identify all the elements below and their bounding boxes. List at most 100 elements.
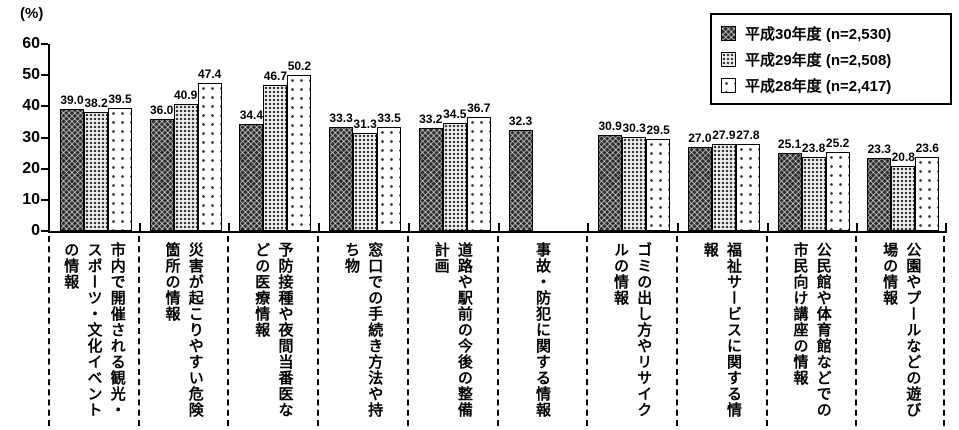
bar-series3-cat2 xyxy=(197,83,222,231)
bar-series3-cat8 xyxy=(735,144,760,231)
bar-value-label: 30.9 xyxy=(598,118,622,133)
bar-series2-cat7 xyxy=(622,136,647,231)
bar-series2-cat8 xyxy=(711,144,736,231)
category-cell: 福祉サービスに関する情報 xyxy=(675,236,766,426)
bar-series2-cat2 xyxy=(173,103,198,231)
category-boundary-tick xyxy=(676,223,679,231)
legend-label: 平成29年度 (n=2,508) xyxy=(745,51,892,69)
category-boundary-tick xyxy=(856,223,859,231)
bar-value-label: 25.1 xyxy=(777,136,802,151)
bar-value-label: 33.3 xyxy=(329,111,353,126)
legend-swatch-series2 xyxy=(721,51,736,67)
bar-series1-cat1 xyxy=(60,109,84,231)
category-cell: ゴミの出し方やリサイクルの情報 xyxy=(586,236,676,426)
bar-value-label: 36.0 xyxy=(150,102,174,117)
category-boundary-tick xyxy=(407,223,410,231)
bar-series1-cat7 xyxy=(598,134,623,231)
category-cell: 窓口での手続き方法や持ち物 xyxy=(317,236,407,426)
category-label: ゴミの出し方やリサイクルの情報 xyxy=(612,242,653,418)
category-label: 予防接種や夜間当番医などの医療情報 xyxy=(253,242,294,418)
category-cell: 事故・防犯に関する情報 xyxy=(496,236,587,426)
category-boundary-tick xyxy=(318,223,321,231)
bar-value-label: 31.3 xyxy=(353,117,377,132)
category-label: 災害が起こりやすい危険箇所の情報 xyxy=(163,242,204,418)
y-axis-tick xyxy=(41,43,48,45)
category-boundary-tick xyxy=(497,223,500,231)
bar-series1-cat10 xyxy=(867,158,892,231)
bar-value-label: 23.3 xyxy=(867,142,891,157)
bar-value-label: 32.3 xyxy=(508,114,533,129)
category-cell: 道路や駅前の今後の整備計画 xyxy=(406,236,497,426)
legend-swatch-series3 xyxy=(721,77,736,93)
bar-series3-cat4 xyxy=(377,126,402,231)
bar-series3-cat9 xyxy=(825,152,850,231)
bar-series1-cat6 xyxy=(508,130,533,231)
y-axis-tick xyxy=(41,230,48,232)
category-labels: 市内で開催される観光・スポーツ・文化イベントの情報 災害が起こりやすい危険箇所の情… xyxy=(48,236,945,426)
category-cell: 予防接種や夜間当番医などの医療情報 xyxy=(227,236,317,426)
bar-value-label: 33.5 xyxy=(377,110,401,125)
legend-label: 平成30年度 (n=2,530) xyxy=(745,25,892,43)
y-axis-tick-label: 40 xyxy=(22,97,40,115)
y-axis-tick xyxy=(41,198,48,201)
category-cell: 公園やプールなどの遊び場の情報 xyxy=(855,236,945,426)
bar-series1-cat9 xyxy=(777,152,802,231)
bar-value-label: 38.2 xyxy=(84,95,108,110)
y-axis-tick-label: 0 xyxy=(31,222,40,239)
bar-series2-cat10 xyxy=(891,166,916,231)
bar-value-label: 34.5 xyxy=(443,107,467,122)
bar-value-label: 47.4 xyxy=(198,67,222,82)
category-cell: 市内で開催される観光・スポーツ・文化イベントの情報 xyxy=(48,236,138,426)
legend-swatch-series1 xyxy=(721,25,736,41)
y-axis-tick-label: 60 xyxy=(22,35,40,52)
bar-series2-cat1 xyxy=(84,111,108,231)
bar-series3-cat1 xyxy=(108,107,132,231)
legend-item: 平成28年度 (n=2,417) xyxy=(721,72,941,98)
category-label: 公民館や体育館などでの市民向け講座の情報 xyxy=(791,242,832,418)
bar-series2-cat9 xyxy=(801,156,826,231)
category-label: 市内で開催される観光・スポーツ・文化イベントの情報 xyxy=(62,242,126,418)
bar-value-label: 27.0 xyxy=(688,130,712,145)
legend-label: 平成28年度 (n=2,417) xyxy=(745,77,892,95)
category-boundary-tick xyxy=(228,223,231,231)
bar-series1-cat5 xyxy=(418,127,443,231)
bar-value-label: 25.2 xyxy=(825,136,850,151)
category-label: 窓口での手続き方法や持ち物 xyxy=(342,242,384,418)
bar-series1-cat2 xyxy=(149,118,174,231)
bar-series1-cat8 xyxy=(687,146,712,231)
category-boundary-tick xyxy=(138,223,141,231)
category-label: 事故・防犯に関する情報 xyxy=(533,242,551,418)
bar-series3-cat5 xyxy=(466,116,491,231)
bar-series1-cat3 xyxy=(239,123,264,231)
bar-series2-cat4 xyxy=(353,133,378,231)
y-axis-tick xyxy=(41,136,48,139)
category-label: 福祉サービスに関する情報 xyxy=(701,242,742,418)
bar-value-label: 40.9 xyxy=(174,87,198,102)
bar-value-label: 50.2 xyxy=(287,58,312,73)
category-label: 公園やプールなどの遊び場の情報 xyxy=(881,242,922,418)
bar-series1-cat4 xyxy=(329,127,354,231)
category-end-separator xyxy=(943,236,945,426)
y-axis-tick-label: 30 xyxy=(22,128,40,146)
category-cell: 公民館や体育館などでの市民向け講座の情報 xyxy=(765,236,856,426)
bar-series3-cat10 xyxy=(915,157,940,231)
bar-value-label: 20.8 xyxy=(891,150,915,165)
bar-series2-cat5 xyxy=(442,123,467,231)
bar-series3-cat7 xyxy=(646,139,671,231)
legend-item: 平成30年度 (n=2,530) xyxy=(721,20,941,46)
bar-value-label: 39.5 xyxy=(108,91,132,106)
axis-end-tick xyxy=(945,223,947,231)
y-axis-tick-label: 20 xyxy=(22,159,40,177)
y-axis-tick-label: 50 xyxy=(22,66,40,84)
bar-value-label: 30.3 xyxy=(622,120,646,135)
bar-value-label: 36.7 xyxy=(467,100,491,115)
bar-series3-cat3 xyxy=(287,74,312,231)
bar-value-label: 29.5 xyxy=(646,123,670,138)
y-axis-tick xyxy=(41,105,48,108)
bar-value-label: 46.7 xyxy=(263,69,288,84)
bar-value-label: 23.8 xyxy=(801,140,826,155)
y-axis-unit-label: (%) xyxy=(20,5,44,22)
bar-value-label: 23.6 xyxy=(915,141,939,156)
y-axis-tick-label: 10 xyxy=(22,190,40,208)
